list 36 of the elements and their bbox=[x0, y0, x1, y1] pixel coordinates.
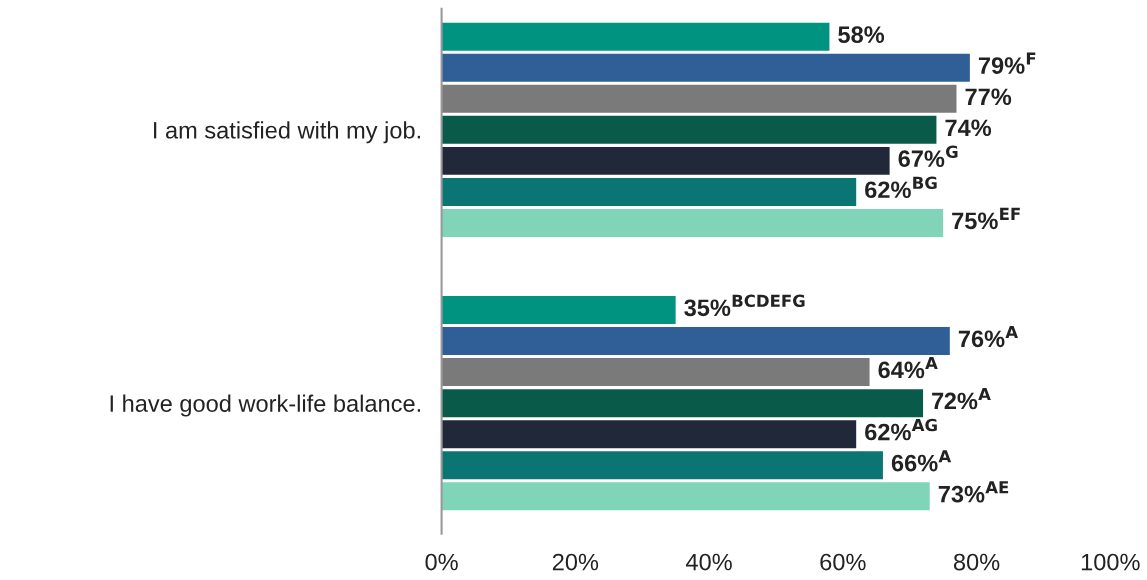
data-label: 73%$^{AE}$ bbox=[938, 481, 1009, 503]
bar bbox=[441, 53, 970, 82]
bar bbox=[441, 420, 857, 449]
data-label: 76%$^{A}$ bbox=[958, 325, 1019, 348]
data-label: 79%$^{F}$ bbox=[978, 52, 1036, 74]
bar bbox=[441, 389, 924, 418]
bar bbox=[441, 84, 957, 113]
x-tick-label: 60% bbox=[820, 553, 866, 571]
data-label: 62%$^{AG}$ bbox=[865, 418, 937, 441]
x-tick-label: 100% bbox=[1081, 553, 1140, 571]
x-tick-label: 40% bbox=[685, 553, 732, 571]
data-label: 72%$^{A}$ bbox=[932, 388, 991, 410]
bar bbox=[441, 482, 930, 511]
y-tick-label: I have good work-life balance. bbox=[110, 394, 421, 417]
data-label: 74% bbox=[945, 119, 992, 137]
bar bbox=[441, 327, 950, 356]
data-label: 35%$^{BCDEFG}$ bbox=[684, 294, 805, 317]
y-tick-label: I am satisfied with my job. bbox=[154, 121, 421, 144]
bar bbox=[441, 146, 890, 175]
data-label: 64%$^{A}$ bbox=[878, 356, 938, 379]
bar bbox=[441, 22, 830, 51]
x-tick-label: 80% bbox=[953, 553, 1000, 571]
data-label: 75%$^{EF}$ bbox=[952, 207, 1020, 230]
data-label: 66%$^{A}$ bbox=[891, 450, 952, 472]
data-label: 77% bbox=[965, 88, 1012, 106]
x-tick-label: 20% bbox=[552, 553, 599, 571]
bar bbox=[441, 358, 870, 387]
bar bbox=[441, 115, 937, 144]
bar bbox=[441, 451, 883, 480]
data-label: 67%$^{G}$ bbox=[898, 145, 958, 168]
data-label: 62%$^{BG}$ bbox=[865, 176, 937, 199]
data-label: 58% bbox=[838, 26, 885, 43]
bar bbox=[441, 296, 676, 324]
x-tick-label: 0% bbox=[425, 553, 458, 571]
bar bbox=[441, 177, 857, 206]
bar bbox=[441, 209, 944, 237]
